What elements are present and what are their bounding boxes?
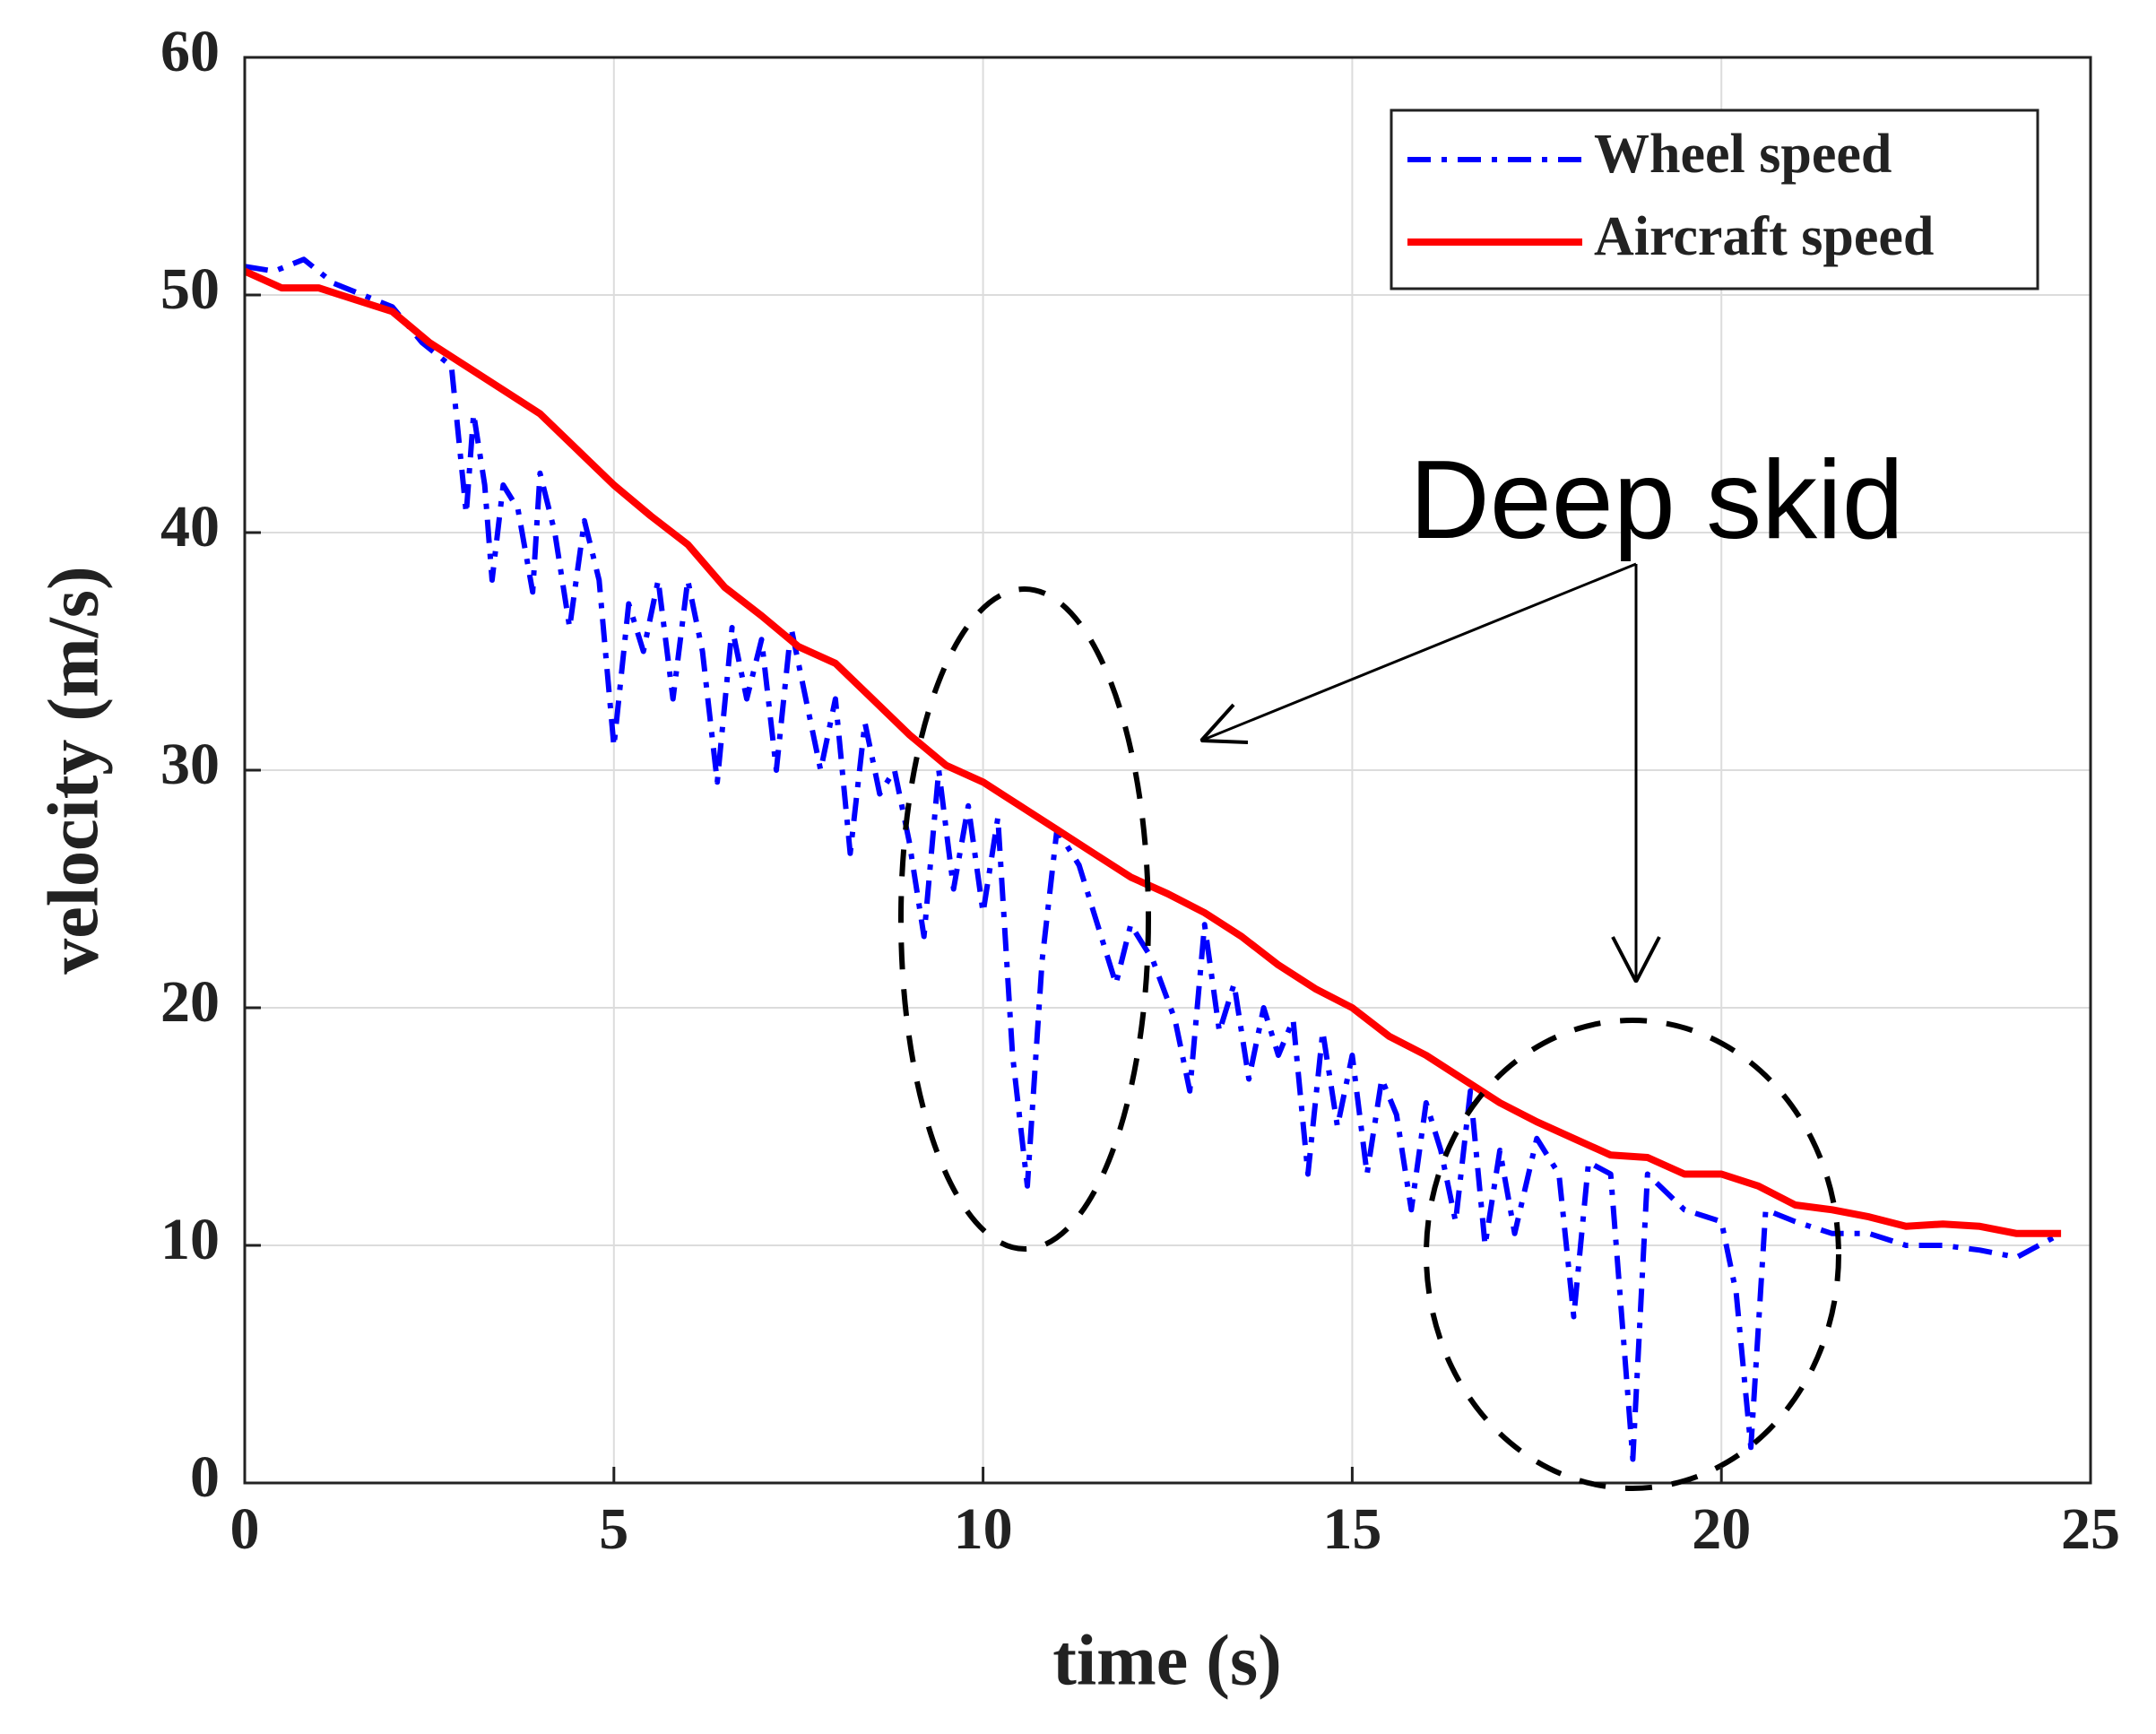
y-tick-label: 60 — [160, 19, 220, 84]
y-tick-label: 30 — [160, 732, 220, 797]
x-tick-label: 5 — [599, 1496, 628, 1562]
skid-ellipse — [898, 586, 1151, 1252]
x-tick-label: 0 — [230, 1496, 260, 1562]
legend-label: Aircraft speed — [1594, 206, 1934, 267]
y-tick-label: 0 — [190, 1444, 220, 1510]
y-tick-label: 20 — [160, 969, 220, 1035]
x-tick-label: 20 — [1692, 1496, 1751, 1562]
arrow-head — [1199, 703, 1249, 744]
x-tick-label: 10 — [954, 1496, 1013, 1562]
y-tick-label: 50 — [160, 256, 220, 322]
y-tick-label: 40 — [160, 494, 220, 559]
legend-label: Wheel speed — [1594, 124, 1892, 185]
arrow-head — [1611, 936, 1661, 983]
data-line — [243, 267, 2062, 1237]
y-axis-label: velocity (m/s) — [34, 566, 113, 974]
arrow — [1201, 562, 1637, 741]
skid-ellipse — [1424, 1018, 1841, 1491]
data-line — [244, 256, 2063, 1462]
x-tick-label: 15 — [1322, 1496, 1381, 1562]
annotation: Deep skid — [1409, 438, 1903, 562]
x-tick-label: 25 — [2061, 1496, 2120, 1562]
x-axis-label: time (s) — [1052, 1621, 1281, 1700]
legend-box — [1390, 108, 2039, 290]
y-tick-label: 10 — [160, 1207, 220, 1272]
